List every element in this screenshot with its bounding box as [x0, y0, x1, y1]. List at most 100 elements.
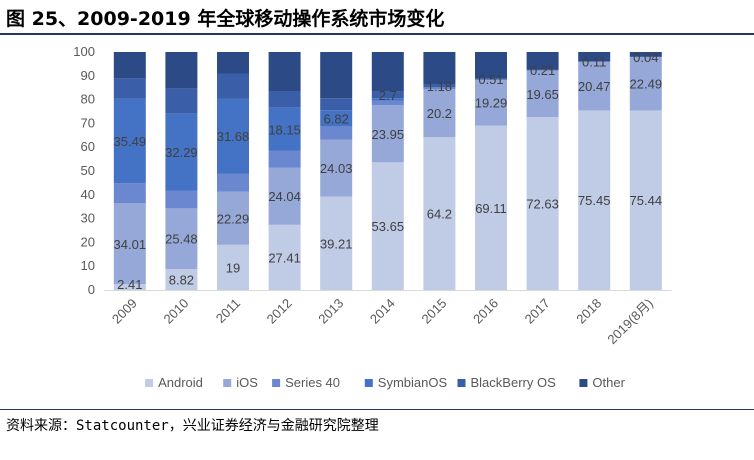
bar-segment: [113, 52, 146, 79]
data-label: 2.7: [379, 88, 397, 103]
legend-item: BlackBerry OS: [457, 375, 557, 390]
x-tick-label: 2009: [109, 296, 140, 327]
bar-segment: [371, 52, 404, 92]
data-label: 20.2: [427, 106, 452, 121]
bar-segment: [371, 100, 404, 106]
source-rule: [0, 409, 754, 410]
data-labels: 2.41 34.01 35.49 8.82 25.48 32.29 19 22.29 31.68…: [114, 50, 663, 292]
data-label: 19.29: [475, 96, 508, 111]
x-tick-label: 2018: [573, 296, 604, 327]
x-tick-label: 2015: [418, 296, 449, 327]
data-label: 75.45: [578, 193, 611, 208]
chart-title: 图 25、2009-2019 年全球移动操作系统市场变化: [6, 8, 445, 30]
bar-segment: [165, 52, 198, 89]
bar-segment: [526, 52, 559, 70]
bar-segment: [268, 107, 301, 151]
y-tick-label: 80: [81, 92, 95, 107]
data-label: 24.03: [320, 161, 353, 176]
y-tick-label: 20: [81, 234, 95, 249]
data-label: 19: [226, 260, 240, 275]
bar-segment: [578, 110, 611, 290]
bar-segment: [475, 79, 507, 126]
bar-segment: [217, 73, 249, 99]
legend-swatch: [579, 379, 588, 387]
bar-segment: [268, 52, 301, 92]
data-label: 23.95: [372, 127, 405, 142]
y-axis: 0 10 20 30 40 50 60 70 80 90 100: [73, 44, 95, 297]
legend-label: Android: [158, 375, 203, 390]
data-label: 34.01: [114, 237, 147, 252]
x-tick-label: 2013: [315, 296, 346, 327]
legend-label: Other: [592, 375, 625, 390]
bar-segment: [371, 91, 404, 99]
data-label: 31.68: [217, 129, 250, 144]
data-label: 8.82: [169, 273, 194, 288]
bar-segment: [268, 150, 301, 168]
y-tick-label: 0: [88, 282, 95, 297]
bar-segment: [320, 139, 353, 197]
bar-segment: [629, 56, 662, 111]
legend-label: iOS: [236, 375, 258, 390]
bar-segment: [475, 78, 507, 80]
data-label: 35.49: [114, 134, 147, 149]
bar-segment: [423, 52, 456, 85]
bar-segment: [320, 126, 353, 140]
bar-segment: [475, 52, 507, 79]
bar-segment: [165, 208, 198, 270]
y-tick-label: 70: [81, 115, 95, 130]
data-label: 20.47: [578, 79, 611, 94]
bar-segment: [629, 110, 662, 291]
bar-segment: [113, 284, 146, 290]
data-label: 25.48: [165, 232, 198, 247]
x-tick-label: 2014: [367, 296, 398, 327]
bar-segment: [371, 105, 404, 163]
bar-segment: [371, 162, 404, 290]
y-tick-label: 30: [81, 211, 95, 226]
bar-segment: [320, 110, 353, 127]
bar-segment: [217, 244, 249, 290]
y-tick-label: 10: [81, 258, 95, 273]
data-label: 22.49: [630, 77, 663, 92]
bar-segment: [475, 125, 507, 291]
bar-segment: [371, 98, 404, 101]
data-label: 53.65: [372, 219, 405, 234]
data-label: 69.11: [475, 201, 507, 216]
legend-item: iOS: [223, 375, 258, 390]
legend-label: BlackBerry OS: [471, 375, 557, 390]
bar-segment: [423, 89, 456, 138]
bar-segment: [578, 61, 611, 111]
data-label: 2.41: [117, 277, 142, 292]
x-tick-label: 2016: [470, 296, 501, 327]
legend-swatch: [145, 379, 154, 387]
x-tick-label: 2011: [213, 296, 243, 326]
data-label: 6.82: [324, 111, 349, 126]
data-label: 0.11: [582, 55, 606, 70]
bar-segment: [165, 269, 198, 290]
legend-item: Series 40: [272, 375, 340, 390]
y-tick-label: 50: [81, 163, 95, 178]
source-note: 资料来源：Statcounter，兴业证券经济与金融研究院整理: [6, 418, 379, 434]
y-tick-label: 100: [73, 44, 95, 59]
title-bar: 图 25、2009-2019 年全球移动操作系统市场变化: [0, 0, 754, 35]
bar-segment: [165, 88, 198, 114]
title-rule: [0, 33, 754, 35]
bar-segment: [320, 52, 353, 99]
bar-segment: [217, 98, 249, 174]
legend-swatch: [223, 379, 232, 387]
bar-segment: [423, 84, 456, 88]
data-label: 27.41: [268, 250, 301, 265]
data-label: 0.04: [633, 50, 658, 65]
data-label: 64.2: [427, 207, 452, 222]
data-label: 32.29: [165, 145, 198, 160]
bar-segment: [217, 173, 249, 192]
bars: [113, 52, 662, 291]
x-tick-label: 2012: [264, 296, 295, 327]
bar-segment: [423, 87, 456, 88]
bar-segment: [526, 70, 559, 118]
bar-segment: [113, 98, 146, 184]
data-label: 72.63: [526, 197, 559, 212]
data-label: 22.29: [217, 211, 250, 226]
data-label: 18.15: [268, 122, 301, 137]
data-label: 39.21: [320, 236, 353, 251]
x-tick-label: 2010: [160, 296, 191, 327]
